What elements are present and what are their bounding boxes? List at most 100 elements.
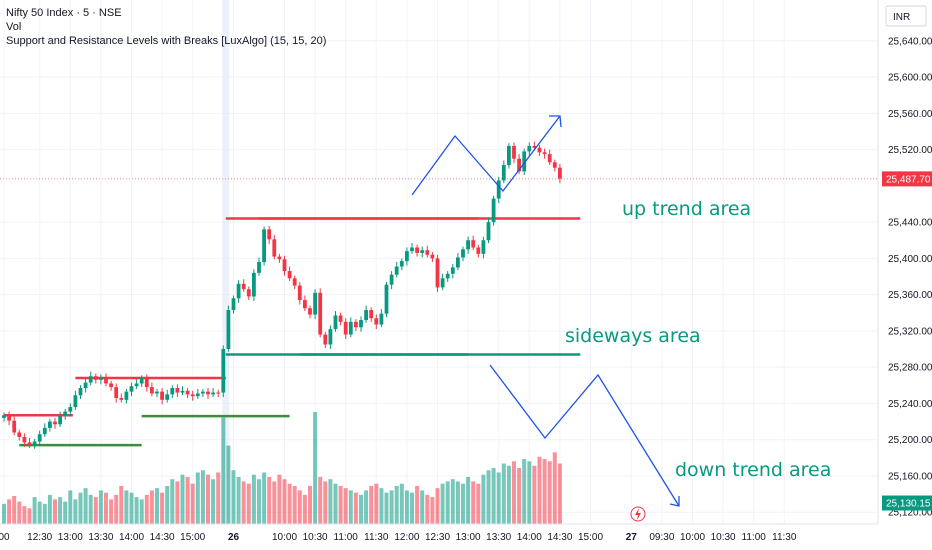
candle-body [109, 383, 113, 388]
candle-body [348, 321, 353, 335]
volume-bar [134, 497, 139, 524]
lightning-icon [635, 508, 641, 520]
price-tick-label: 25,640.00 [888, 36, 932, 47]
volume-bar [27, 508, 32, 524]
time-tick-label: 13:30 [88, 532, 113, 543]
candle-body [354, 321, 358, 328]
candle-body [338, 315, 343, 322]
candle-body [522, 151, 527, 172]
up-trend-annotation[interactable]: up trend area [622, 198, 751, 220]
candle-body [303, 300, 307, 309]
volume-bar [537, 456, 542, 524]
volume-bar [542, 459, 547, 524]
volume-bar [471, 481, 476, 524]
volume-bar [512, 461, 516, 524]
volume-bar [389, 490, 394, 524]
volume-bar [144, 494, 149, 524]
volume-bar [308, 485, 312, 524]
candle-body [282, 259, 287, 272]
volume-bar [359, 494, 363, 524]
candle-body [170, 388, 175, 395]
candle-body [231, 298, 236, 311]
volume-bar [297, 490, 302, 524]
volume-bar [124, 490, 129, 524]
candle-body [471, 240, 476, 248]
time-tick-label: 12:30 [425, 532, 450, 543]
time-tick-label: 11:00 [742, 532, 767, 543]
sideways-annotation[interactable]: sideways area [565, 325, 701, 347]
volume-bar [557, 463, 562, 524]
price-tick-label: 25,560.00 [888, 109, 932, 120]
candle-body [501, 164, 506, 181]
volume-bar [2, 503, 6, 524]
volume-bar [129, 492, 134, 524]
candle-body [527, 145, 532, 152]
volume-bar [404, 490, 409, 524]
volume-bar [139, 499, 144, 524]
price-tick-label: 25,240.00 [888, 399, 932, 410]
candle-body [450, 267, 455, 274]
candle-body [226, 310, 231, 350]
volume-bar [7, 499, 12, 524]
volume-bar [98, 490, 103, 524]
volume-bar [155, 488, 159, 524]
volume-indicator-label[interactable]: Vol [6, 21, 22, 33]
candle-body [481, 240, 486, 254]
price-tick-label: 25,520.00 [888, 145, 932, 156]
volume-bar [277, 474, 282, 524]
time-axis[interactable]: 00 12:30 13:00 13:30 14:00 14:30 15:00 26 10:00 1… [0, 523, 932, 550]
volume-bar [394, 485, 399, 524]
down-trend-annotation[interactable]: down trend area [675, 459, 831, 481]
candle-body [12, 420, 17, 433]
candle-body [144, 378, 149, 388]
currency-box[interactable] [885, 5, 927, 27]
candle-body [430, 254, 435, 259]
volume-bar [206, 474, 210, 524]
candle-body [517, 158, 521, 172]
candle-body [104, 378, 108, 384]
drawing-down-trend-arrow[interactable] [489, 364, 680, 507]
volume-bar [506, 465, 511, 524]
volume-bar [165, 485, 170, 524]
drawing-up-trend-arrow[interactable] [411, 115, 562, 196]
time-tick-label: 10:30 [711, 532, 736, 543]
volume-bar [435, 488, 440, 524]
candle-body [435, 258, 440, 288]
volume-bar [149, 490, 154, 524]
candle-body [53, 421, 57, 425]
volume-bar [22, 506, 27, 524]
symbol-title[interactable]: Nifty 50 Index · 5 · NSE [6, 7, 122, 19]
candle-body [195, 393, 200, 397]
volume-bar [272, 481, 277, 524]
volume-bar [78, 492, 83, 524]
price-tick-label: 25,200.00 [888, 435, 932, 446]
last-price-badge: 25,487.70 [882, 171, 932, 187]
alert-badge[interactable] [630, 506, 646, 522]
candle-body [496, 180, 501, 199]
candle-body [22, 436, 27, 443]
candle-body [7, 415, 11, 421]
candle-body [93, 376, 98, 380]
volume-bar [333, 483, 338, 524]
price-axis[interactable]: INR 25,640.00 25,600.00 25,560.00 25,520.00… [877, 0, 932, 524]
time-tick-label: 14:30 [547, 532, 572, 543]
volume-bar [496, 472, 501, 524]
volume-bar [440, 483, 445, 524]
candle-body [323, 334, 328, 345]
candle-body [461, 249, 465, 258]
candle-body [206, 391, 210, 395]
volume-bar [348, 490, 353, 524]
volume-bar [180, 474, 185, 524]
volume-bar [318, 476, 323, 524]
candle-body [379, 313, 384, 325]
candle-body [246, 289, 251, 297]
candle-body [384, 284, 389, 314]
candle-body [190, 394, 195, 397]
candle-body [415, 247, 419, 253]
candle-body [32, 441, 37, 446]
volume-bar [323, 481, 328, 524]
indicator-label[interactable]: Support and Resistance Levels with Break… [6, 35, 327, 47]
candle-body [211, 392, 215, 395]
volume-bar [12, 496, 17, 524]
